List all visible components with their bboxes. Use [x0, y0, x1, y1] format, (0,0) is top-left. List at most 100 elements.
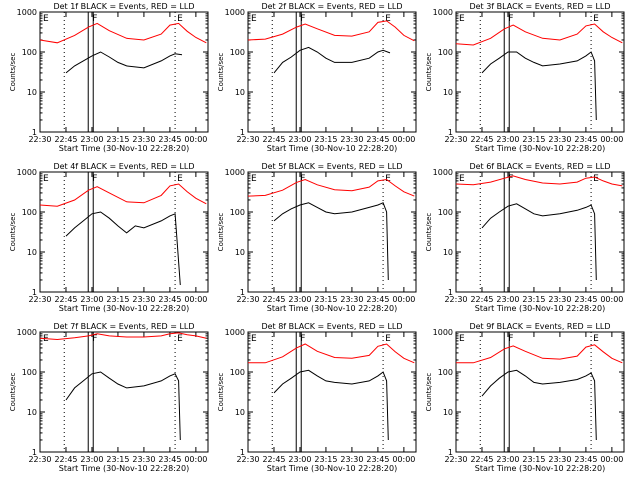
x-tick-label: 23:00 [496, 295, 519, 304]
series-line-events [273, 46, 391, 74]
y-tick-label: 1000 [433, 168, 453, 177]
y-tick-label: 1000 [17, 168, 37, 177]
x-tick-label: 23:00 [496, 455, 519, 464]
x-tick-label: 22:30 [444, 135, 467, 144]
marker-letter: E [43, 14, 49, 24]
x-tick-label: 00:00 [392, 295, 415, 304]
x-tick-label: 22:45 [54, 455, 77, 464]
y-axis-label: Counts/sec [425, 53, 433, 92]
series-line-events [481, 369, 597, 441]
chart-panel: Det 7f BLACK = Events, RED = LLD 1 10 100 10… [9, 322, 209, 473]
marker-letter: E [593, 174, 599, 184]
marker-letter: E [43, 174, 49, 184]
plot-frame [247, 11, 417, 133]
chart-title: Det 4f BLACK = Events, RED = LLD [53, 162, 194, 171]
x-tick-label: 22:45 [470, 455, 493, 464]
x-tick-label: 23:45 [158, 135, 181, 144]
marker-letter: E [593, 14, 599, 24]
marker-letter: E [385, 174, 391, 184]
series-line-lld [248, 343, 415, 364]
y-tick-label: 1000 [433, 8, 453, 17]
x-tick-label: 22:45 [262, 455, 285, 464]
x-tick-label: 23:30 [548, 135, 571, 144]
series-line-lld [456, 344, 623, 364]
x-tick-label: 23:15 [522, 295, 545, 304]
y-tick-label: 1000 [225, 328, 245, 337]
x-axis-label: Start Time (30-Nov-10 22:28:20) [59, 304, 189, 313]
y-axis-label: Counts/sec [217, 373, 225, 412]
marker-letter: E [177, 14, 183, 24]
y-tick-label: 1 [32, 448, 37, 457]
y-tick-label: 10 [443, 248, 453, 257]
series-line-lld [39, 183, 207, 207]
marker-letter: F [92, 334, 97, 344]
x-tick-label: 22:30 [236, 295, 259, 304]
x-axis-label: Start Time (30-Nov-10 22:28:20) [59, 464, 189, 473]
series-line-lld [39, 22, 207, 44]
y-tick-label: 100 [438, 368, 453, 377]
x-tick-label: 23:45 [366, 295, 389, 304]
chart-title: Det 6f BLACK = Events, RED = LLD [469, 162, 610, 171]
plot-frame [455, 11, 625, 133]
x-tick-label: 22:45 [470, 135, 493, 144]
y-axis-label: Counts/sec [217, 53, 225, 92]
y-tick-label: 1000 [225, 168, 245, 177]
y-tick-label: 10 [235, 88, 245, 97]
series-line-lld [39, 332, 207, 341]
x-tick-label: 22:30 [236, 135, 259, 144]
series-line-lld [455, 175, 623, 187]
y-tick-label: 1000 [17, 328, 37, 337]
x-tick-label: 23:15 [314, 295, 337, 304]
chart-panel: Det 3f BLACK = Events, RED = LLD 1 10 100 10… [425, 2, 625, 153]
chart-title: Det 2f BLACK = Events, RED = LLD [261, 2, 402, 11]
y-axis-label: Counts/sec [9, 213, 17, 252]
chart-title: Det 5f BLACK = Events, RED = LLD [261, 162, 402, 171]
series-line-lld [247, 20, 415, 42]
series-line-events [65, 211, 181, 286]
y-tick-label: 1 [240, 128, 245, 137]
plot-frame [455, 171, 625, 293]
x-tick-label: 23:00 [288, 135, 311, 144]
x-tick-label: 23:15 [522, 455, 545, 464]
marker-letter: E [251, 14, 257, 24]
y-tick-label: 1 [240, 448, 245, 457]
y-axis-label: Counts/sec [425, 213, 433, 252]
x-tick-label: 00:00 [392, 135, 415, 144]
x-tick-label: 22:45 [262, 295, 285, 304]
series-line-events [481, 203, 597, 281]
chart-title: Det 1f BLACK = Events, RED = LLD [53, 2, 194, 11]
y-tick-label: 10 [443, 88, 453, 97]
chart-panel: Det 8f BLACK = Events, RED = LLD 1 10 100 10… [217, 322, 417, 473]
x-tick-label: 23:00 [80, 295, 103, 304]
x-tick-label: 23:45 [366, 455, 389, 464]
x-axis-label: Start Time (30-Nov-10 22:28:20) [475, 464, 605, 473]
x-tick-label: 22:45 [262, 135, 285, 144]
x-tick-label: 00:00 [600, 455, 623, 464]
x-tick-label: 22:45 [54, 295, 77, 304]
y-tick-label: 10 [27, 88, 37, 97]
plot-frame [39, 11, 209, 133]
marker-letter: F [92, 174, 97, 184]
y-tick-label: 1 [240, 288, 245, 297]
y-tick-label: 100 [230, 368, 245, 377]
marker-letter: F [508, 14, 513, 24]
chart-title: Det 8f BLACK = Events, RED = LLD [261, 322, 402, 331]
x-tick-label: 00:00 [184, 295, 207, 304]
chart-panel: Det 6f BLACK = Events, RED = LLD 1 10 100 10… [425, 162, 625, 313]
x-tick-label: 00:00 [184, 455, 207, 464]
x-tick-label: 23:30 [132, 455, 155, 464]
x-tick-label: 22:45 [54, 135, 77, 144]
y-tick-label: 1000 [225, 8, 245, 17]
marker-letter: F [300, 14, 305, 24]
x-tick-label: 22:30 [236, 455, 259, 464]
y-axis-label: Counts/sec [217, 213, 225, 252]
plot-frame [455, 331, 625, 453]
x-axis-label: Start Time (30-Nov-10 22:28:20) [267, 304, 397, 313]
x-axis-label: Start Time (30-Nov-10 22:28:20) [267, 144, 397, 153]
x-tick-label: 23:00 [496, 135, 519, 144]
y-tick-label: 10 [443, 408, 453, 417]
marker-letter: E [177, 174, 183, 184]
x-tick-label: 23:45 [158, 295, 181, 304]
x-tick-label: 22:30 [444, 295, 467, 304]
